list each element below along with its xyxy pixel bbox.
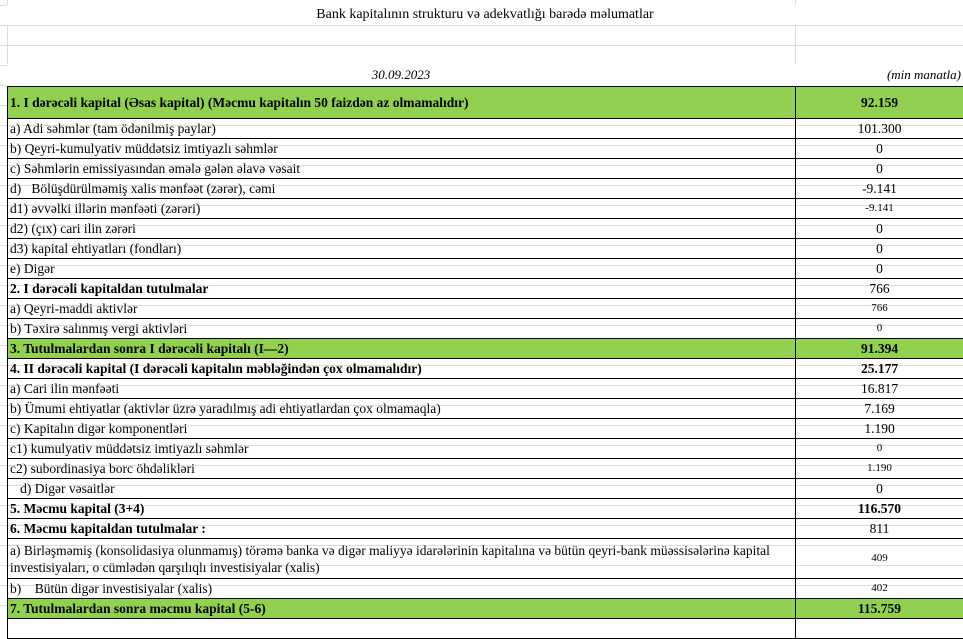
row-label[interactable]: 4. II dərəcəli kapital (I dərəcəli kapit…: [8, 359, 796, 379]
row-value[interactable]: -9.141: [796, 199, 963, 219]
row-label[interactable]: a) Qeyri-maddi aktivlər: [8, 299, 796, 319]
row-label[interactable]: c2) subordinasiya borc öhdəlikləri: [8, 459, 796, 479]
row-value[interactable]: 1.190: [796, 419, 963, 439]
row-value[interactable]: 1.190: [796, 459, 963, 479]
row-label[interactable]: a) Birləşməmiş (konsolidasiya olunmamış)…: [8, 539, 796, 579]
row-value[interactable]: 0: [796, 239, 963, 259]
table-row: 1. I dərəcəli kapital (Əsas kapital) (Mə…: [8, 87, 963, 119]
row-value[interactable]: 0: [796, 139, 963, 159]
row-label[interactable]: e) Digər: [8, 259, 796, 279]
row-label[interactable]: 1. I dərəcəli kapital (Əsas kapital) (Mə…: [8, 87, 796, 119]
table-row: 4. II dərəcəli kapital (I dərəcəli kapit…: [8, 359, 963, 379]
row-label[interactable]: b) Bütün digər investisiyalar (xalis): [8, 579, 796, 599]
unit-label: (min manatla): [887, 64, 961, 86]
row-value[interactable]: 16.817: [796, 379, 963, 399]
table-row: 5. Məcmu kapital (3+4)116.570: [8, 499, 963, 519]
row-value[interactable]: 409: [796, 539, 963, 579]
row-value[interactable]: 115.759: [796, 599, 963, 619]
row-label[interactable]: c) Səhmlərin emissiyasından əmələ gələn …: [8, 159, 796, 179]
row-label[interactable]: b) Təxirə salınmış vergi aktivləri: [8, 319, 796, 339]
row-label[interactable]: c1) kumulyativ müddətsiz imtiyazlı səhml…: [8, 439, 796, 459]
row-label[interactable]: c) Kapitalın digər komponentləri: [8, 419, 796, 439]
row-value[interactable]: 0: [796, 219, 963, 239]
date-row: 30.09.2023 (min manatla): [7, 64, 963, 86]
row-label[interactable]: b) Qeyri-kumulyativ müddətsiz imtiyazlı …: [8, 139, 796, 159]
row-label[interactable]: b) Ümumi ehtiyatlar (aktivlər üzrə yarad…: [8, 399, 796, 419]
table-row: c) Səhmlərin emissiyasından əmələ gələn …: [8, 159, 963, 179]
row-value-cut-off[interactable]: [796, 619, 963, 639]
row-value[interactable]: 0: [796, 439, 963, 459]
row-label[interactable]: d1) əvvəlki illərin mənfəəti (zərəri): [8, 199, 796, 219]
table-row: d3) kapital ehtiyatları (fondları)0: [8, 239, 963, 259]
row-value[interactable]: 766: [796, 299, 963, 319]
table-row: d1) əvvəlki illərin mənfəəti (zərəri)-9.…: [8, 199, 963, 219]
row-value[interactable]: 0: [796, 319, 963, 339]
row-label[interactable]: 6. Məcmu kapitaldan tutulmalar :: [8, 519, 796, 539]
row-label[interactable]: d3) kapital ehtiyatları (fondları): [8, 239, 796, 259]
row-value[interactable]: 101.300: [796, 119, 963, 139]
table-row: b) Ümumi ehtiyatlar (aktivlər üzrə yarad…: [8, 399, 963, 419]
row-label[interactable]: a) Adi səhmlər (tam ödənilmiş paylar): [8, 119, 796, 139]
table-row: a) Adi səhmlər (tam ödənilmiş paylar)101…: [8, 119, 963, 139]
row-value[interactable]: 7.169: [796, 399, 963, 419]
row-value[interactable]: 811: [796, 519, 963, 539]
row-value[interactable]: -9.141: [796, 179, 963, 199]
row-label[interactable]: 2. I dərəcəli kapitaldan tutulmalar: [8, 279, 796, 299]
table-row: 6. Məcmu kapitaldan tutulmalar :811: [8, 519, 963, 539]
table-row: 3. Tutulmalardan sonra I dərəcəli kapita…: [8, 339, 963, 359]
report-date: 30.09.2023: [7, 64, 795, 86]
row-value[interactable]: 0: [796, 159, 963, 179]
table-row: c1) kumulyativ müddətsiz imtiyazlı səhml…: [8, 439, 963, 459]
capital-table: 1. I dərəcəli kapital (Əsas kapital) (Mə…: [7, 86, 963, 639]
row-label[interactable]: 5. Məcmu kapital (3+4): [8, 499, 796, 519]
report-title: Bank kapitalının strukturu və adekvatlığ…: [7, 5, 963, 25]
table-row: [8, 619, 963, 639]
row-value[interactable]: 766: [796, 279, 963, 299]
row-value[interactable]: 0: [796, 479, 963, 499]
row-label[interactable]: d2) (çıx) cari ilin zərəri: [8, 219, 796, 239]
table-row: b) Qeyri-kumulyativ müddətsiz imtiyazlı …: [8, 139, 963, 159]
row-label[interactable]: d) Bölüşdürülməmiş xalis mənfəət (zərər)…: [8, 179, 796, 199]
row-value[interactable]: 92.159: [796, 87, 963, 119]
row-label[interactable]: 7. Tutulmalardan sonra məcmu kapital (5-…: [8, 599, 796, 619]
table-row: 7. Tutulmalardan sonra məcmu kapital (5-…: [8, 599, 963, 619]
row-label[interactable]: 3. Tutulmalardan sonra I dərəcəli kapita…: [8, 339, 796, 359]
table-row: b) Bütün digər investisiyalar (xalis)402: [8, 579, 963, 599]
table-row: d) Bölüşdürülməmiş xalis mənfəət (zərər)…: [8, 179, 963, 199]
row-value[interactable]: 116.570: [796, 499, 963, 519]
row-value[interactable]: 0: [796, 259, 963, 279]
row-value[interactable]: 402: [796, 579, 963, 599]
row-label[interactable]: a) Cari ilin mənfəəti: [8, 379, 796, 399]
table-row: a) Birləşməmiş (konsolidasiya olunmamış)…: [8, 539, 963, 579]
row-label[interactable]: d) Digər vəsaitlər: [8, 479, 796, 499]
row-value[interactable]: 91.394: [796, 339, 963, 359]
row-label-cut-off[interactable]: [8, 619, 796, 639]
row-value[interactable]: 25.177: [796, 359, 963, 379]
